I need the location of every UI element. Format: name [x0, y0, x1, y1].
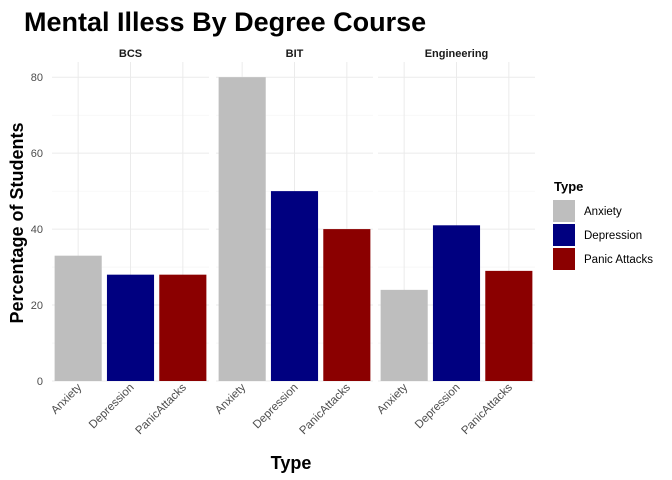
bar-engineering-panicattacks [485, 270, 533, 381]
x-tick-label: PanicAttacks [459, 381, 515, 437]
bar-engineering-anxiety [380, 289, 428, 381]
legend-swatch [553, 248, 575, 270]
bar-bit-depression [270, 191, 319, 381]
bar-bit-anxiety [218, 77, 266, 381]
x-tick-label: Depression [251, 382, 301, 432]
bar-engineering-depression [432, 225, 481, 381]
y-axis-title: Percentage of Students [7, 122, 27, 323]
y-axis: 0 20 40 60 80 [31, 72, 43, 388]
x-tick-label: PanicAttacks [133, 381, 189, 437]
y-tick-label: 80 [31, 72, 43, 84]
facet-label: Engineering [425, 48, 489, 60]
legend-title: Type [554, 179, 583, 194]
legend-label: Panic Attacks [584, 254, 653, 266]
legend-swatch [553, 200, 575, 222]
legend-label: Depression [584, 230, 642, 242]
x-tick-label: Anxiety [213, 381, 248, 416]
x-tick-label: PanicAttacks [297, 381, 353, 437]
x-axis-title: Type [271, 453, 312, 473]
y-tick-label: 20 [31, 300, 43, 312]
bar-bit-panicattacks [323, 229, 371, 381]
y-tick-label: 0 [37, 376, 43, 388]
bar-bcs-anxiety [54, 255, 102, 381]
facet-label: BIT [286, 48, 304, 60]
y-tick-label: 60 [31, 148, 43, 160]
x-tick-label: Anxiety [49, 381, 84, 416]
chart-title: Mental Illess By Degree Course [24, 7, 426, 37]
x-tick-label: Depression [87, 382, 137, 432]
x-tick-label: Anxiety [375, 381, 410, 416]
y-tick-label: 40 [31, 224, 43, 236]
legend-label: Anxiety [584, 206, 622, 218]
facet-label: BCS [119, 48, 142, 60]
x-tick-label: Depression [413, 382, 463, 432]
legend-swatch [553, 224, 575, 246]
legend: Type Anxiety Depression Panic Attacks [553, 179, 653, 270]
bar-bcs-panicattacks [159, 274, 207, 381]
bar-bcs-depression [106, 274, 155, 381]
